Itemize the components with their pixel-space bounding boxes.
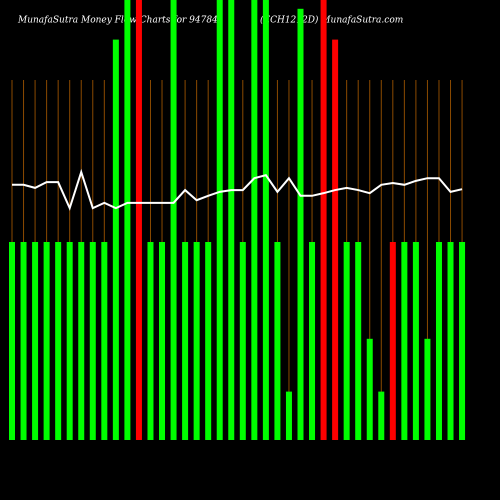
bar: [89, 242, 96, 440]
bar: [9, 242, 15, 440]
bar: [274, 242, 281, 440]
bar: [447, 242, 454, 440]
bar: [66, 242, 73, 440]
bar: [124, 0, 131, 440]
bar: [32, 242, 39, 440]
bar: [389, 242, 396, 440]
bar: [309, 242, 316, 440]
bar: [147, 242, 154, 440]
bar: [205, 242, 212, 440]
bar: [424, 338, 431, 440]
bar: [43, 242, 50, 440]
bar: [459, 242, 466, 440]
bar: [112, 39, 119, 440]
bar: [228, 0, 235, 440]
bar: [401, 242, 408, 440]
chart-subtitle: (ECH1212D) MunafaSutra.com: [260, 15, 403, 26]
bar: [332, 39, 339, 440]
bar: [262, 0, 269, 440]
bar: [320, 0, 327, 440]
bar: [135, 0, 142, 440]
bar: [101, 242, 108, 440]
bar: [55, 242, 62, 440]
bar: [20, 242, 27, 440]
bar: [159, 242, 166, 440]
bar: [355, 242, 362, 440]
money-flow-line: [12, 168, 463, 211]
bar: [343, 242, 350, 440]
bar: [297, 8, 304, 441]
bar: [378, 391, 385, 440]
bar: [182, 242, 189, 440]
bar: [239, 242, 246, 440]
bar: [285, 391, 292, 440]
bar: [251, 0, 258, 440]
bar: [366, 338, 373, 440]
bar: [412, 242, 419, 440]
bar: [193, 242, 200, 440]
bar: [435, 242, 442, 440]
chart-title: MunafaSutra Money Flow Charts for 947841: [17, 16, 224, 26]
bar: [216, 0, 223, 440]
bar: [170, 0, 177, 440]
bar: [78, 242, 85, 440]
